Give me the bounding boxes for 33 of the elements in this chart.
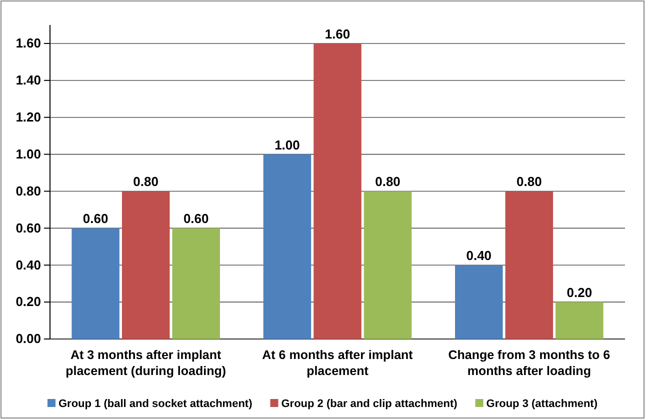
- legend-label: Group 1 (ball and socket attachment): [58, 398, 253, 410]
- y-tick-label: 0.20: [16, 294, 41, 310]
- bar: [314, 43, 362, 339]
- data-label: 0.80: [516, 174, 542, 190]
- bar: [263, 154, 312, 339]
- y-tick-label: 1.40: [16, 72, 41, 88]
- y-tick-label: 1.20: [16, 110, 41, 125]
- y-tick-label: 0.00: [16, 331, 41, 346]
- y-tick-label: 0.60: [16, 220, 41, 236]
- x-tick-label: At 3 months after implant placement (during loading): [66, 348, 226, 378]
- y-tick-label: 0.80: [16, 183, 41, 198]
- bar: [172, 228, 220, 339]
- bar: [556, 302, 604, 339]
- bar: [455, 265, 503, 339]
- y-tick-label: 0.40: [16, 257, 41, 272]
- bar: [505, 191, 554, 339]
- data-label: 0.80: [375, 174, 400, 190]
- legend-label: Group 2 (bar and clip attachment): [281, 398, 458, 410]
- data-label: 0.60: [82, 211, 108, 226]
- data-label: 0.40: [466, 248, 492, 264]
- bar: [72, 228, 120, 339]
- data-label: 0.80: [133, 174, 158, 190]
- bar: [364, 191, 412, 339]
- x-tick-label: At 6 months after implant placement: [262, 348, 414, 378]
- data-label: 1.60: [324, 26, 350, 42]
- y-tick-label: 1.00: [16, 146, 41, 162]
- x-tick-label: Change from 3 months to 6 months after loading: [448, 348, 610, 378]
- bar: [122, 191, 170, 339]
- data-label: 1.00: [274, 137, 300, 152]
- data-label: 0.20: [566, 285, 592, 300]
- y-tick-label: 1.60: [16, 36, 41, 51]
- data-label: 0.60: [183, 211, 209, 226]
- legend-label: Group 3 (attachment): [486, 398, 598, 410]
